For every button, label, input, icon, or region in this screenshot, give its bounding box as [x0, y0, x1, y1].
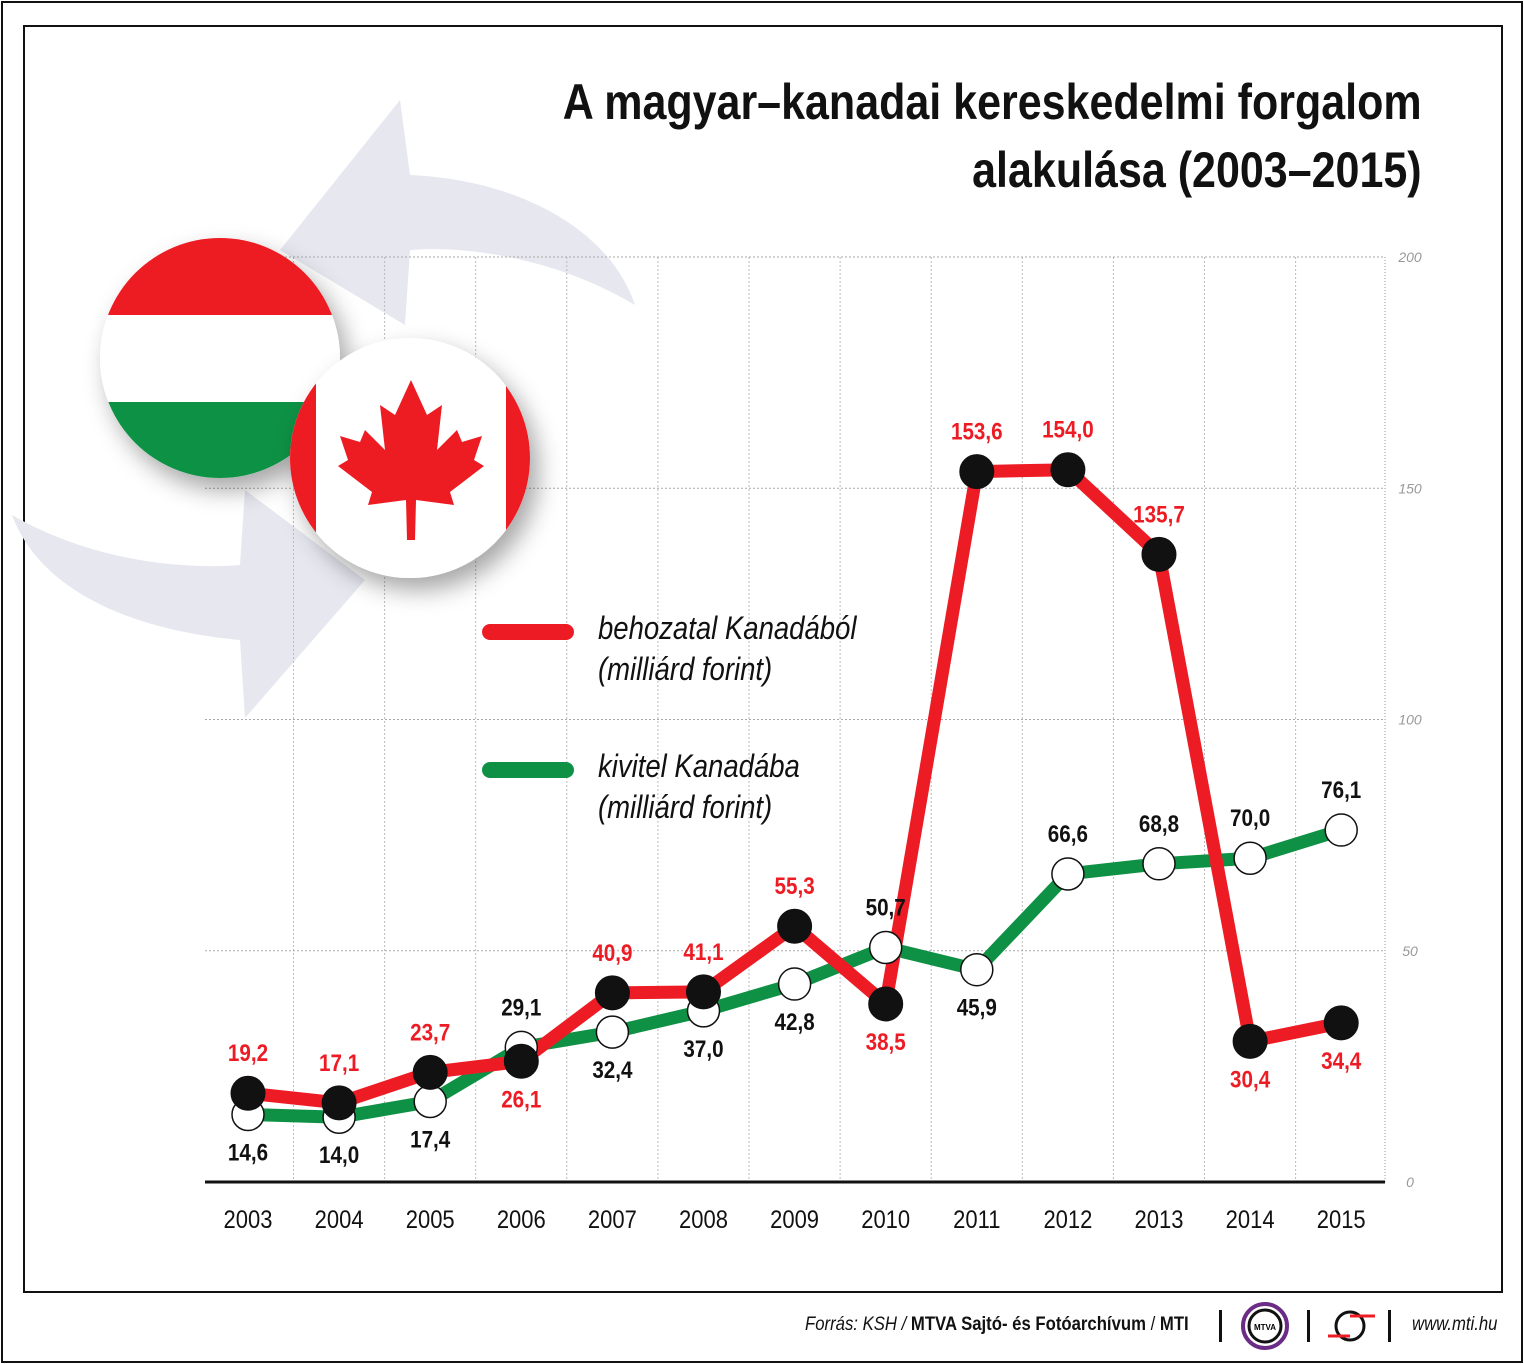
import-point: [1050, 452, 1086, 488]
arrow-bottom-icon: [12, 490, 365, 718]
import-data-label: 30,4: [1230, 1066, 1271, 1093]
x-tick-label: 2014: [1226, 1206, 1275, 1234]
import-point: [321, 1085, 357, 1121]
title-line-1: A magyar–kanadai kereskedelmi forgalom: [563, 74, 1422, 130]
export-data-label: 14,6: [228, 1139, 268, 1166]
x-tick-label: 2006: [497, 1206, 546, 1234]
export-data-label: 66,6: [1048, 821, 1088, 848]
x-tick-label: 2012: [1043, 1206, 1092, 1234]
y-tick-label: 200: [1397, 249, 1422, 265]
export-point: [777, 967, 812, 1001]
footer-source: Forrás: KSH / MTVA Sajtó- és Fotóarchívu…: [805, 1314, 1189, 1336]
x-tick-label: 2007: [588, 1206, 637, 1234]
import-data-label: 40,9: [592, 939, 632, 966]
chart-title: A magyar–kanadai kereskedelmi forgalom a…: [563, 68, 1422, 204]
import-data-label: 38,5: [866, 1028, 906, 1055]
import-point: [777, 908, 813, 944]
x-tick-label: 2005: [406, 1206, 455, 1234]
import-data-label: 135,7: [1133, 501, 1185, 528]
y-tick-label: 100: [1398, 712, 1422, 728]
export-data-label: 76,1: [1321, 777, 1361, 804]
maple-leaf-icon: [338, 380, 484, 540]
inner-frame: [23, 25, 1503, 1293]
title-line-2: alakulása (2003–2015): [972, 142, 1422, 198]
export-data-label: 29,1: [501, 994, 541, 1021]
import-data-label: 41,1: [683, 938, 723, 965]
legend-label: behozatal Kanadából: [598, 611, 858, 646]
y-tick-label: 0: [1406, 1174, 1414, 1190]
source-archive: MTVA Sajtó- és Fotóarchívum: [910, 1314, 1146, 1335]
x-tick-label: 2010: [861, 1206, 910, 1234]
x-tick-label: 2015: [1317, 1206, 1366, 1234]
website-link[interactable]: www.mti.hu: [1412, 1314, 1498, 1335]
export-point: [1233, 841, 1267, 875]
import-data-label: 26,1: [501, 1086, 541, 1113]
import-data-label: 153,6: [951, 418, 1003, 445]
export-data-label: 70,0: [1230, 805, 1270, 832]
import-point: [594, 975, 630, 1011]
arrow-top-icon: [280, 100, 635, 325]
import-data-label: 23,7: [410, 1019, 450, 1046]
import-point: [1141, 536, 1177, 572]
source-sep: /: [1145, 1314, 1160, 1335]
import-data-label: 19,2: [228, 1040, 268, 1067]
import-data-label: 154,0: [1042, 416, 1094, 443]
import-point: [1323, 1005, 1359, 1041]
export-point: [413, 1084, 447, 1119]
legend-unit: (milliárd forint): [598, 652, 772, 687]
import-data-label: 34,4: [1321, 1047, 1362, 1074]
y-tick-label: 50: [1402, 943, 1418, 959]
export-data-label: 32,4: [592, 1057, 633, 1084]
y-tick-label: 150: [1398, 480, 1422, 496]
legend-label: kivitel Kanadába: [598, 749, 800, 784]
export-data-label: 17,4: [410, 1126, 451, 1153]
x-tick-label: 2013: [1135, 1206, 1184, 1234]
import-point: [959, 454, 995, 490]
export-data-label: 42,8: [775, 1009, 815, 1036]
x-tick-label: 2003: [224, 1206, 273, 1234]
export-data-label: 14,0: [319, 1142, 359, 1169]
arrows-decoration: [12, 100, 635, 718]
x-tick-label: 2011: [953, 1206, 1000, 1234]
source-mti: MTI: [1159, 1314, 1189, 1335]
export-point: [595, 1015, 630, 1049]
import-point: [412, 1054, 448, 1090]
export-point: [868, 930, 903, 965]
import-point: [230, 1075, 266, 1111]
x-tick-label: 2009: [770, 1206, 819, 1234]
export-point: [1142, 847, 1176, 881]
source-prefix: Forrás: KSH /: [805, 1314, 911, 1335]
export-point: [1324, 813, 1358, 847]
export-point: [1051, 857, 1085, 891]
x-tick-label: 2004: [315, 1206, 364, 1234]
export-data-label: 37,0: [683, 1035, 723, 1062]
x-tick-label: 2008: [679, 1206, 728, 1234]
legend-unit: (milliárd forint): [598, 790, 772, 825]
import-point: [686, 974, 721, 1010]
export-point: [960, 952, 994, 987]
import-point: [1232, 1023, 1268, 1059]
import-point: [503, 1043, 539, 1079]
import-data-label: 55,3: [775, 873, 815, 900]
export-data-label: 45,9: [957, 994, 997, 1021]
export-data-label: 68,8: [1139, 810, 1179, 837]
import-data-label: 17,1: [319, 1049, 359, 1076]
import-point: [868, 986, 904, 1022]
export-data-label: 50,7: [866, 894, 906, 921]
